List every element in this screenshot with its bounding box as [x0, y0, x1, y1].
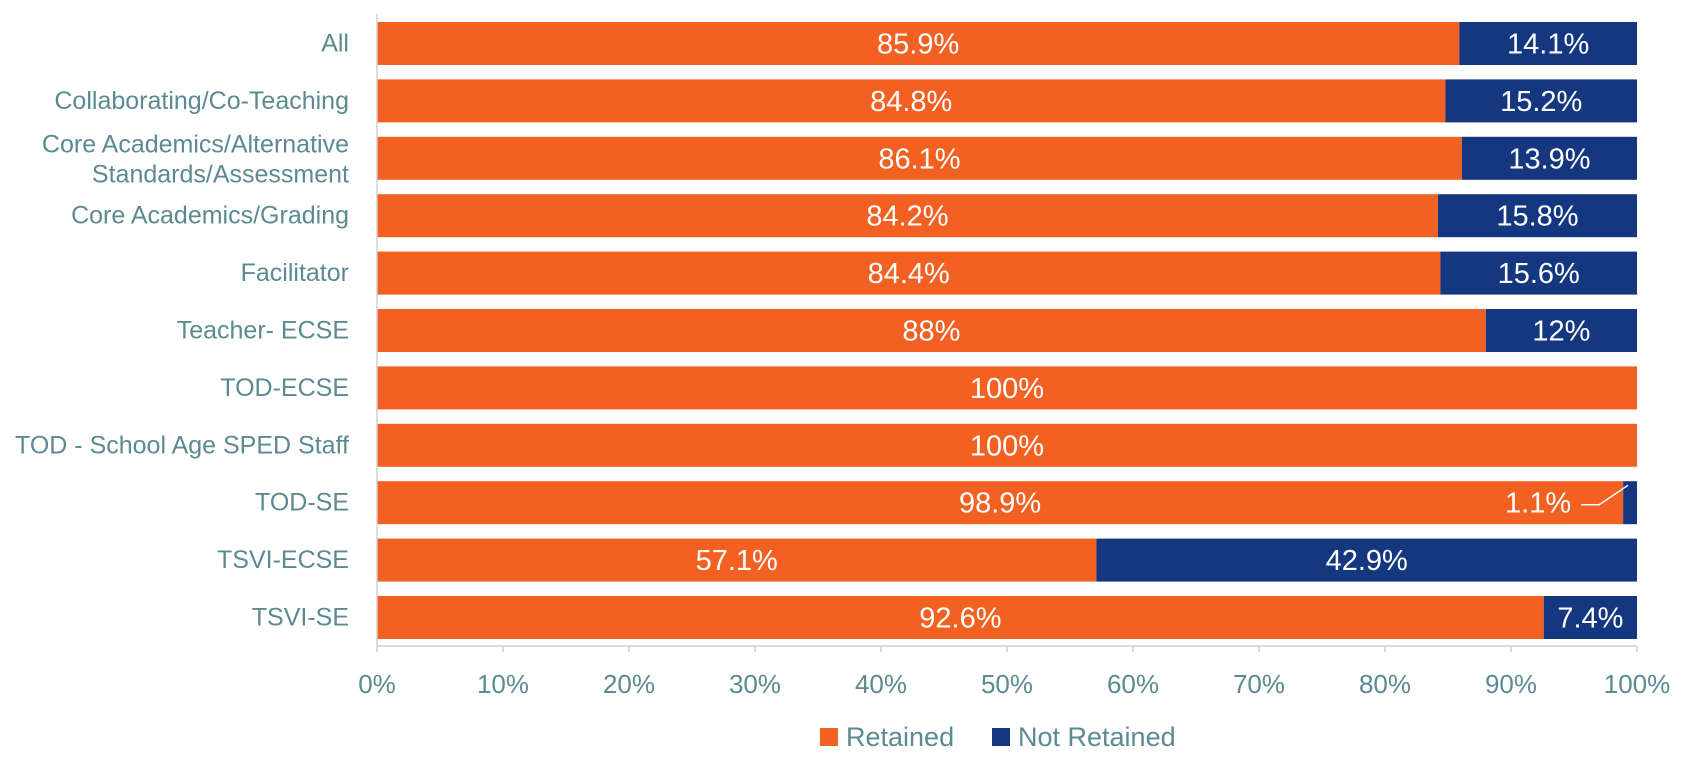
bar-segment-retained [377, 22, 1460, 65]
bar-segment-not-retained [1485, 309, 1637, 352]
data-label-retained: 84.8% [870, 86, 952, 118]
category-label: TOD - School Age SPED Staff [15, 431, 349, 459]
x-tick-label: 50% [981, 669, 1033, 699]
data-label-retained: 84.4% [868, 258, 950, 290]
bar-segment-retained [377, 309, 1486, 352]
category-labels: All Collaborating/Co-Teaching Core Academi… [15, 30, 349, 632]
legend-label: Retained [846, 722, 954, 752]
data-label-not-retained: 1.1% [1505, 488, 1571, 520]
category-label: TSVI-SE [252, 604, 349, 632]
data-label-retained: 92.6% [919, 603, 1001, 635]
data-label-retained: 57.1% [696, 545, 778, 577]
data-label-retained: 84.2% [866, 201, 948, 233]
data-label-retained: 100% [970, 373, 1044, 405]
bar-segment-retained [377, 481, 1624, 525]
bar-segment-retained [377, 194, 1438, 238]
bars-layer: 85.9% 14.1% 84.8% 15.2% 86.1% 13.9% 84.2% 15.8%… [377, 22, 1637, 639]
x-tick-label: 30% [729, 669, 781, 699]
category-label-line: Standards/Assessment [92, 160, 349, 188]
bar-segment-not-retained [1440, 251, 1637, 295]
x-tick-label: 60% [1107, 669, 1159, 699]
legend-swatch [992, 728, 1010, 746]
data-label-retained: 98.9% [959, 488, 1041, 520]
x-tick-label: 90% [1485, 669, 1537, 699]
data-label-retained: 88% [902, 316, 960, 348]
category-label: TOD-SE [255, 489, 349, 517]
x-tick-label: 80% [1359, 669, 1411, 699]
data-label-not-retained: 7.4% [1557, 603, 1623, 635]
category-label: TOD-ECSE [220, 374, 349, 402]
bar-segment-not-retained [1459, 22, 1637, 65]
category-label: All [321, 30, 349, 58]
legend-swatch [820, 728, 838, 746]
bar-segment-not-retained [1096, 538, 1637, 582]
bar-segment-not-retained [1623, 481, 1637, 525]
category-label: Collaborating/Co-Teaching [54, 87, 349, 115]
data-label-retained: 100% [970, 430, 1044, 462]
x-tick-label: 40% [855, 669, 907, 699]
category-label-line: Core Academics/Alternative [42, 130, 349, 158]
bar-segment-not-retained [1543, 596, 1637, 639]
bar-segment-retained [377, 423, 1637, 467]
bar-segment-not-retained [1437, 194, 1637, 238]
bar-segment-not-retained [1461, 136, 1637, 180]
data-label-not-retained: 14.1% [1507, 29, 1589, 61]
x-tick-label: 70% [1233, 669, 1285, 699]
data-label-not-retained: 15.2% [1500, 86, 1582, 118]
data-label-retained: 85.9% [877, 29, 959, 61]
category-label: Teacher- ECSE [177, 317, 349, 345]
leader-line [1581, 484, 1629, 506]
bar-segment-retained [377, 366, 1637, 410]
bar-segment-retained [377, 79, 1446, 123]
x-tick-label: 0% [358, 669, 396, 699]
category-label: TSVI-ECSE [217, 546, 349, 574]
data-label-not-retained: 13.9% [1508, 143, 1590, 175]
bar-segment-retained [377, 251, 1441, 295]
legend: Retained Not Retained [820, 722, 1176, 752]
x-tick-label: 100% [1604, 669, 1671, 699]
data-label-not-retained: 15.8% [1496, 201, 1578, 233]
bar-segment-retained [377, 538, 1097, 582]
bar-segment-retained [377, 136, 1462, 180]
category-label: Core Academics/Grading [71, 202, 349, 230]
category-label: Core Academics/Alternative Standards/Asse… [42, 130, 349, 188]
legend-label: Not Retained [1018, 722, 1176, 752]
bar-segment-not-retained [1445, 79, 1637, 123]
data-label-not-retained: 42.9% [1326, 545, 1408, 577]
category-label: Facilitator [241, 259, 349, 287]
x-tick-label: 10% [477, 669, 529, 699]
x-axis: 0% 10% 20% 30% 40% 50% 60% 70% 80% 90% 100% [358, 14, 1670, 699]
data-label-not-retained: 15.6% [1498, 258, 1580, 290]
data-label-retained: 86.1% [878, 143, 960, 175]
x-tick-label: 20% [603, 669, 655, 699]
data-label-not-retained: 12% [1532, 316, 1590, 348]
bar-segment-retained [377, 596, 1544, 639]
